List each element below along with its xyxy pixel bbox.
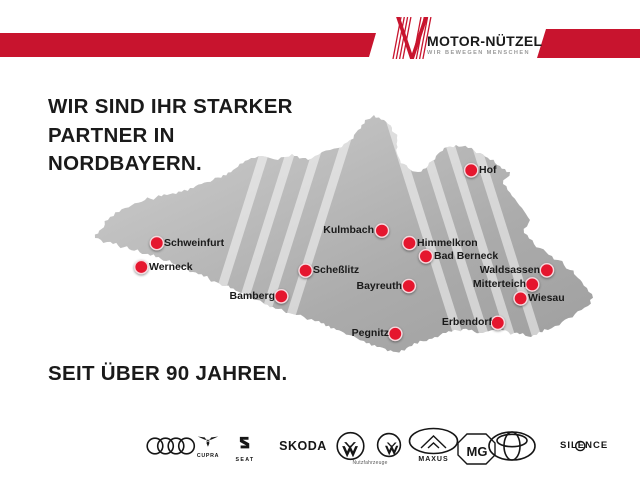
svg-text:SEAT: SEAT [236,457,255,463]
svg-text:SILENCE: SILENCE [560,440,608,451]
svg-text:Nutzfahrzeuge: Nutzfahrzeuge [352,460,387,466]
svg-text:SKODA: SKODA [279,439,327,453]
svg-text:MAXUS: MAXUS [418,456,448,463]
svg-text:MG: MG [467,444,488,459]
svg-text:CUPRA: CUPRA [197,453,219,459]
